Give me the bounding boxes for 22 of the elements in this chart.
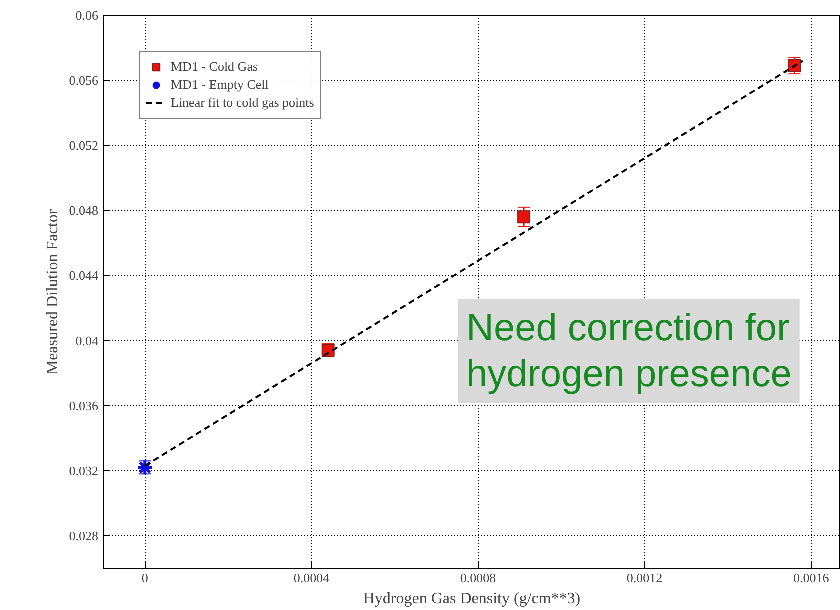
legend-label: MD1 - Empty Cell [171,76,269,94]
annotation: Need correction for hydrogen presence [466,307,792,396]
y-tick-label: 0.032 [69,463,98,478]
legend-label: Linear fit to cold gas points [171,94,314,112]
legend-label: MD1 - Cold Gas [171,58,258,76]
point [518,210,531,224]
x-tick-label: 0 [142,570,148,586]
x-tick-label: 0.0012 [626,570,663,586]
y-tick-label: 0.036 [69,398,99,414]
y-tick-label: 0.052 [69,138,98,154]
y-tick-label: 0.04 [76,333,99,348]
x-tick-label: 0.0008 [460,570,496,586]
y-tick-label: 0.06 [76,8,99,23]
y-tick-label: 0.056 [69,73,99,88]
y-tick-label: 0.048 [69,203,98,218]
point [788,59,802,72]
y-tick-label: 0.028 [69,528,98,544]
y-tick-label: 0.044 [69,268,99,284]
x-tick-label: 0.0016 [793,570,830,586]
y-axis-title: Measured Dilution Factor [44,208,62,375]
x-axis-title: Hydrogen Gas Density (g/cm**3) [363,590,581,608]
x-tick-label: 0.0004 [294,570,330,586]
